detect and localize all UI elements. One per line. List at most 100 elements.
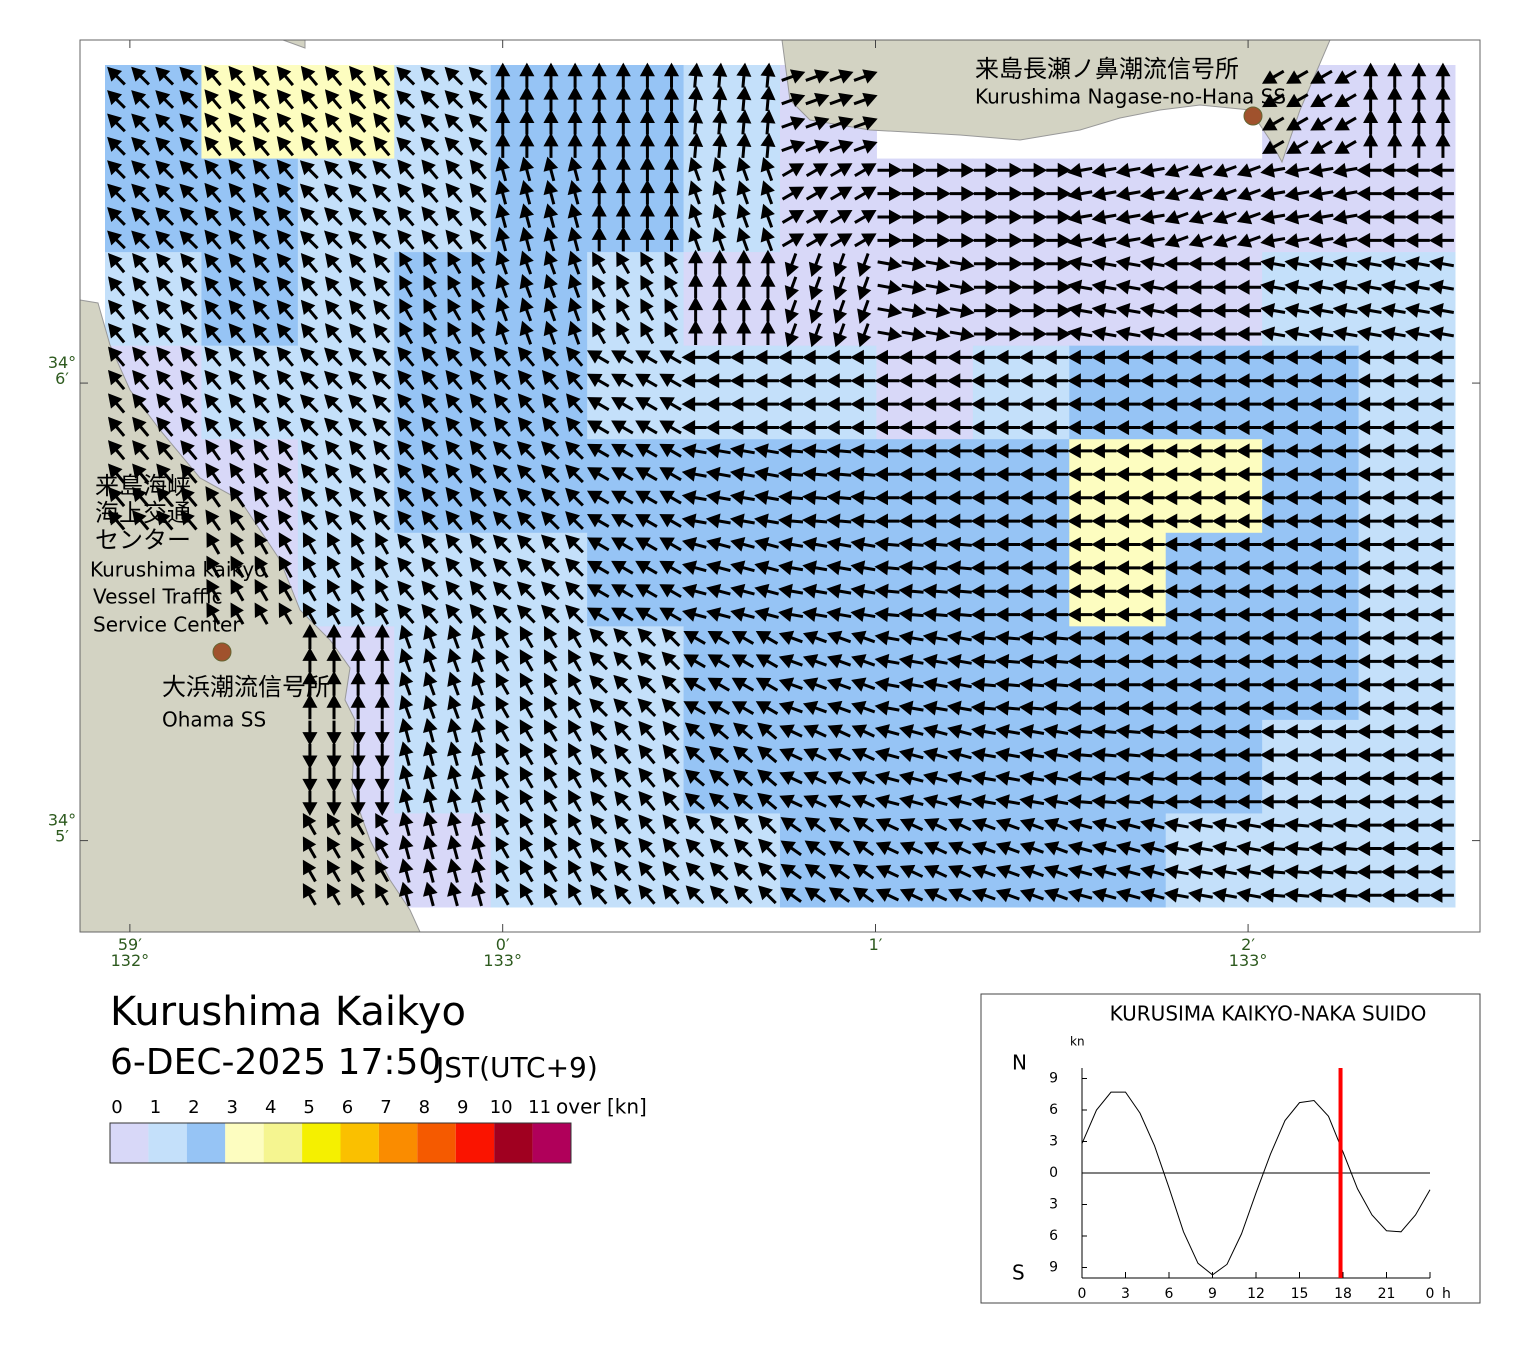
current-arrow (517, 393, 536, 414)
current-arrow (995, 794, 1021, 810)
current-arrow (1310, 116, 1333, 131)
current-arrow (826, 349, 852, 365)
current-arrow (1260, 209, 1286, 225)
current-arrow (541, 440, 560, 460)
current-arrow (664, 274, 679, 298)
current-arrow (132, 323, 150, 344)
current-arrow (1284, 583, 1310, 599)
colorbar-swatch (148, 1123, 187, 1163)
current-arrow (994, 490, 1021, 506)
current-arrow (299, 394, 319, 413)
current-arrow (1163, 724, 1189, 740)
current-arrow (1091, 490, 1117, 506)
current-arrow (611, 420, 634, 435)
current-arrow (1236, 256, 1262, 272)
current-arrow (132, 463, 150, 484)
current-arrow (760, 132, 776, 158)
current-arrow (805, 186, 829, 201)
current-arrow (278, 555, 293, 579)
current-arrow (712, 86, 728, 112)
current-arrow (566, 393, 584, 414)
current-arrow (1046, 232, 1072, 248)
current-arrow (1067, 513, 1093, 529)
current-arrow (1022, 232, 1048, 248)
current-arrow (635, 397, 658, 411)
current-arrow (1236, 770, 1262, 786)
current-arrow (1187, 256, 1213, 272)
current-arrow (156, 253, 174, 274)
current-arrow (850, 583, 876, 599)
current-arrow (324, 112, 343, 133)
current-arrow (640, 251, 655, 275)
current-arrow (971, 817, 996, 833)
current-arrow (778, 536, 804, 552)
current-arrow (638, 837, 656, 858)
current-arrow (180, 369, 198, 391)
current-arrow (1139, 747, 1165, 763)
current-arrow (375, 579, 390, 602)
current-arrow (874, 490, 900, 506)
current-arrow (1043, 817, 1069, 833)
current-arrow (1260, 233, 1286, 248)
current-arrow (662, 814, 680, 835)
current-arrow (351, 579, 365, 602)
current-arrow (420, 136, 440, 156)
current-arrow (706, 583, 731, 599)
current-arrow (276, 182, 295, 204)
current-arrow (107, 486, 126, 508)
current-arrow (1356, 419, 1382, 436)
current-arrow (204, 136, 222, 157)
current-arrow (615, 156, 631, 182)
current-arrow (635, 584, 658, 599)
current-arrow (802, 700, 828, 716)
current-arrow (1236, 443, 1262, 459)
current-arrow (1019, 607, 1045, 623)
current-arrow (757, 769, 778, 787)
current-arrow (1187, 583, 1213, 599)
current-arrow (851, 630, 876, 645)
x-tick-label: 15 (1291, 1286, 1309, 1302)
current-arrow (1308, 186, 1334, 202)
current-arrow (445, 393, 463, 414)
current-arrow (1308, 279, 1334, 295)
current-arrow (829, 209, 853, 224)
current-arrow (543, 132, 559, 158)
current-arrow (1260, 817, 1286, 833)
current-arrow (1260, 770, 1286, 786)
current-arrow (397, 206, 415, 227)
current-arrow (107, 323, 126, 344)
current-arrow (659, 490, 682, 505)
current-arrow (445, 603, 463, 625)
current-arrow (1187, 466, 1213, 482)
current-arrow (712, 157, 727, 182)
current-arrow (372, 160, 392, 180)
current-arrow (421, 206, 439, 227)
current-arrow (707, 630, 731, 645)
current-arrow (516, 511, 536, 530)
current-arrow (995, 841, 1020, 856)
current-arrow (204, 346, 222, 367)
current-arrow (1187, 373, 1213, 389)
current-arrow (828, 817, 851, 833)
x-tick-label: 3 (1121, 1286, 1130, 1302)
current-arrow (853, 92, 878, 108)
current-arrow (1115, 864, 1141, 880)
current-arrow (1212, 841, 1238, 856)
current-arrow (615, 62, 631, 88)
current-arrow (132, 369, 150, 391)
current-arrow (829, 139, 854, 154)
current-arrow (1046, 326, 1072, 342)
current-arrow (706, 607, 731, 622)
current-arrow (1043, 630, 1069, 646)
current-arrow (155, 160, 175, 180)
current-arrow (398, 741, 414, 766)
current-arrow (495, 109, 511, 135)
current-arrow (373, 136, 391, 157)
current-arrow (375, 859, 390, 883)
current-arrow (471, 717, 486, 743)
current-arrow (1308, 326, 1334, 342)
current-arrow (1236, 536, 1262, 553)
current-arrow (1332, 700, 1358, 716)
current-arrow (1356, 466, 1382, 482)
